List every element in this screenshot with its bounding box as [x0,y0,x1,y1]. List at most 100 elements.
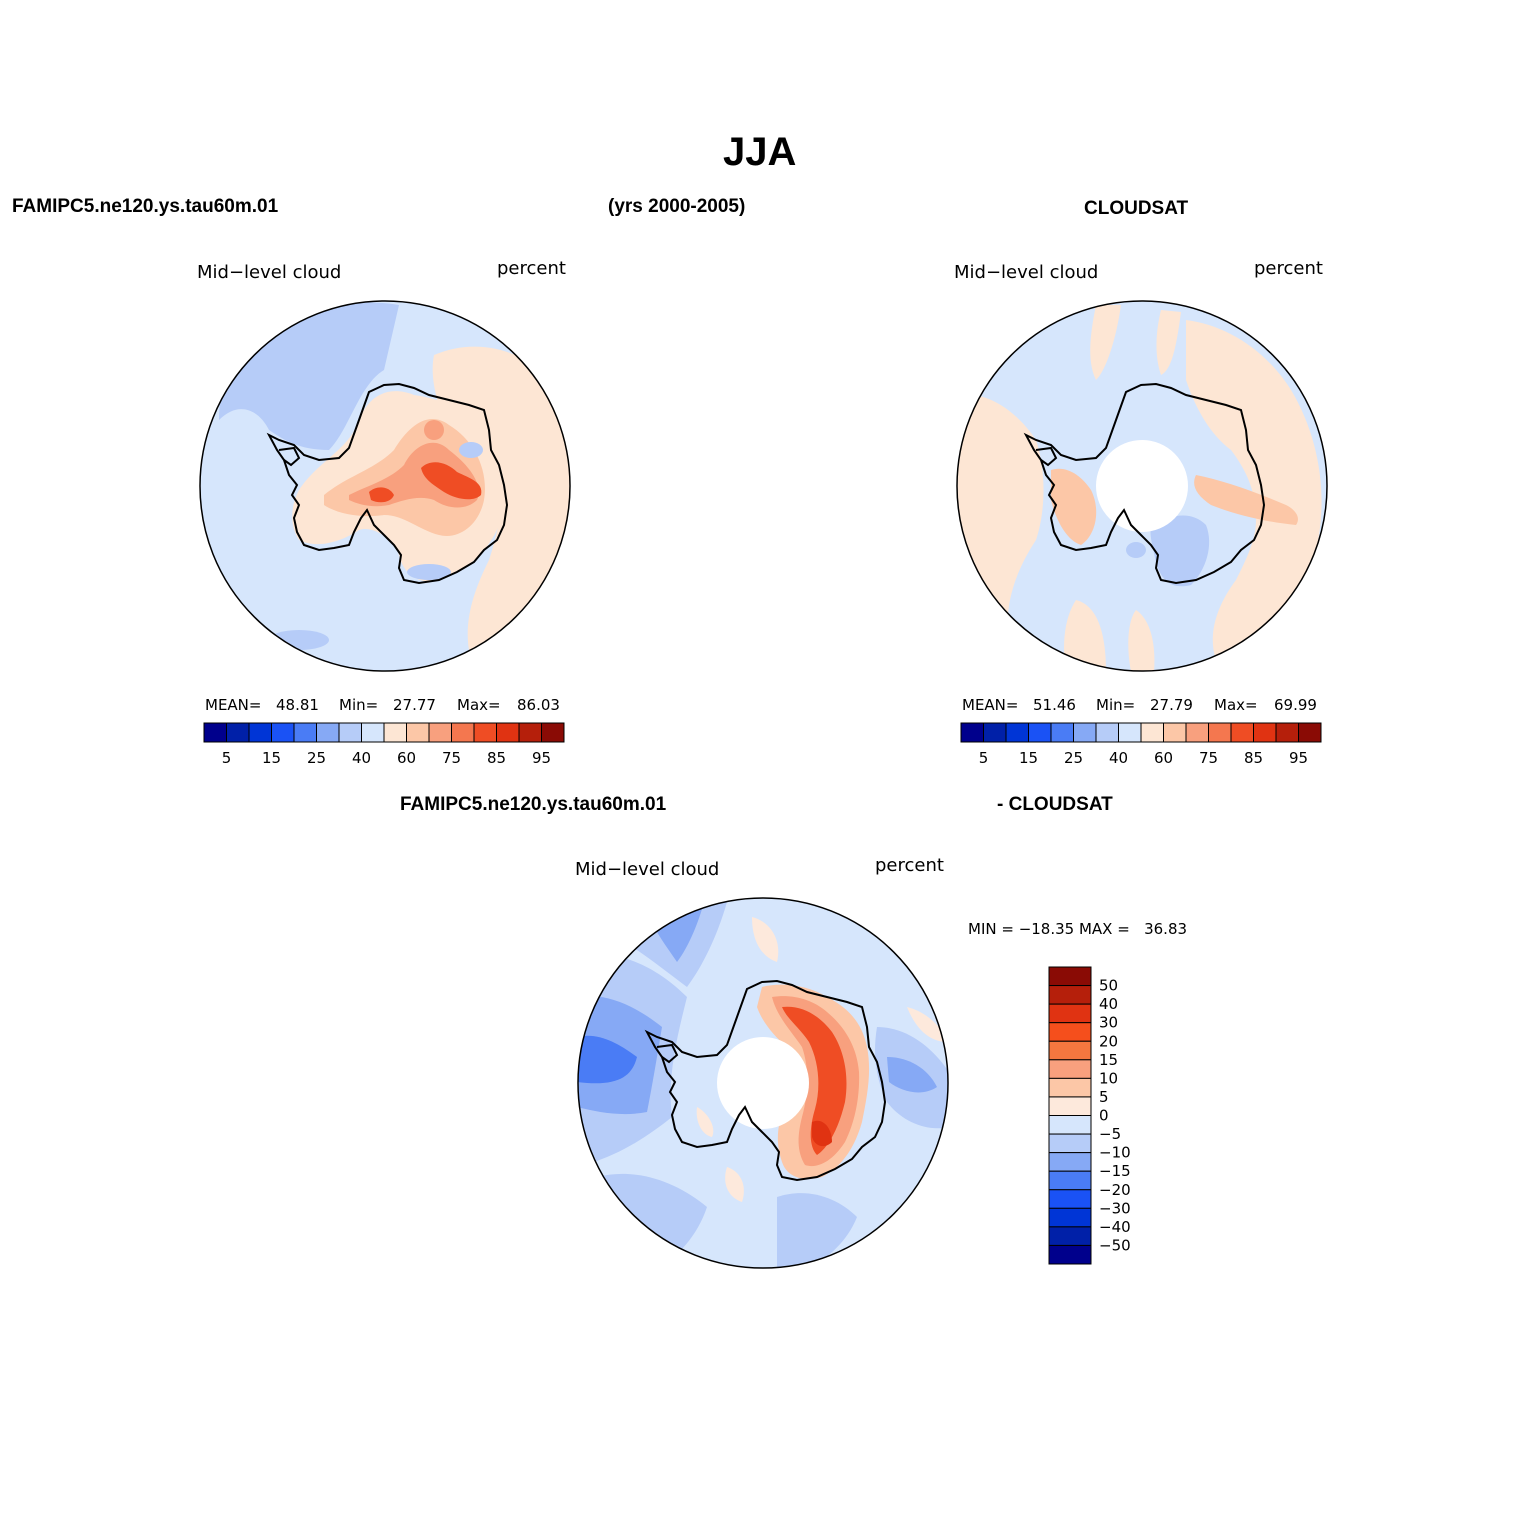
panel2-variable-label: Mid−level cloud [954,262,1099,283]
cb3-box-5 [1048,1059,1092,1079]
map2-peninsula-detail [1035,446,1058,467]
cb1-tick-4: 60 [397,749,416,767]
panel1-mean-value: 48.81 [276,696,319,714]
panel1-max-value: 86.03 [517,696,560,714]
map2-blue-patch [1150,515,1210,587]
cb1-tick-1: 15 [262,749,281,767]
cb3-tick-10: −15 [1099,1162,1131,1180]
map1-blue-patch3 [269,630,329,650]
map3-pole-hole [717,1037,809,1129]
cb1-box-5 [316,722,340,743]
cb3-tick-9: −10 [1099,1144,1131,1162]
cb2-box-15 [1298,722,1322,743]
cb2-tick-3: 40 [1109,749,1128,767]
diff-case-header: FAMIPC5.ne120.ys.tau60m.01 [400,794,667,815]
map1-continent-spot [424,420,444,440]
cb3-box-10 [1048,1152,1092,1172]
map2-pole-hole [1096,440,1188,532]
map2-peach-north2 [1156,310,1181,375]
panel1-max-label: Max= [457,696,501,714]
cb1-box-8 [383,722,407,743]
map3-red-inner [782,1006,847,1155]
cb2-box-2 [1005,722,1029,743]
cb2-box-14 [1275,722,1299,743]
cb2-tick-0: 5 [979,749,989,767]
cb2-tick-5: 75 [1199,749,1218,767]
panel2-min-value: 27.79 [1150,696,1193,714]
colorbar-model: 5 15 25 40 60 75 85 95 [203,722,565,767]
cb3-tick-6: 5 [1099,1088,1109,1106]
cb3-tick-4: 15 [1099,1051,1118,1069]
cb2-tick-2: 25 [1064,749,1083,767]
cb3-tick-7: 0 [1099,1107,1109,1125]
map2-salmon-east [1194,475,1298,525]
cb3-tick-3: 20 [1099,1032,1118,1050]
map3-blue-south2 [777,1193,857,1268]
cb2-box-9 [1163,722,1187,743]
cb1-box-0 [203,722,227,743]
diff-obs-header: - CLOUDSAT [997,794,1113,815]
panel1-units-label: percent [497,258,566,279]
cb2-box-3 [1028,722,1052,743]
cb3-box-12 [1048,1189,1092,1209]
cb3-box-0 [1048,966,1092,987]
map2-blue-patch2 [1126,542,1146,558]
cb1-box-11 [451,722,475,743]
cb2-box-5 [1073,722,1097,743]
cb3-box-2 [1048,1003,1092,1024]
map3-peninsula-detail [656,1043,679,1064]
cb2-tick-6: 85 [1244,749,1263,767]
cb3-box-7 [1048,1096,1092,1116]
map2-outline [956,300,1328,672]
panel3-variable-label: Mid−level cloud [575,859,720,880]
map3-blue-east2 [887,1057,937,1093]
map3-blue-west3 [578,1035,637,1084]
map2-peach-south2 [1128,610,1155,671]
cb2-box-4 [1050,722,1074,743]
cb3-box-11 [1048,1170,1092,1191]
map-diff [577,897,949,1269]
cb1-box-3 [271,722,295,743]
cb2-tick-7: 95 [1289,749,1308,767]
panel3-units-label: percent [875,855,944,876]
map2-peach-east [1186,320,1322,660]
panel2-mean-value: 51.46 [1033,696,1076,714]
case-name-header: FAMIPC5.ne120.ys.tau60m.01 [12,196,279,217]
map3-peach-north [752,917,779,962]
cb3-box-8 [1048,1115,1092,1135]
cb1-tick-2: 25 [307,749,326,767]
cb2-box-6 [1095,722,1119,743]
panel2-max-value: 69.99 [1274,696,1317,714]
cb1-box-6 [338,722,362,743]
cb1-box-7 [361,722,385,743]
cb3-tick-13: −40 [1099,1218,1131,1236]
cb1-box-4 [293,722,317,743]
cb1-box-13 [496,722,520,743]
cb1-tick-5: 75 [442,749,461,767]
cb2-box-0 [960,722,984,743]
panel2-units-label: percent [1254,258,1323,279]
map3-outline [577,897,949,1269]
cb1-box-14 [518,722,542,743]
map3-peach-east [907,1007,947,1042]
cb3-box-4 [1048,1040,1092,1061]
cb2-box-7 [1118,722,1142,743]
cb2-box-10 [1185,722,1209,743]
panel1-min-value: 27.77 [393,696,436,714]
cb3-box-9 [1048,1133,1092,1154]
map3-peach-south [725,1167,744,1202]
cb1-tick-3: 40 [352,749,371,767]
years-header: (yrs 2000-2005) [608,196,746,217]
cb3-tick-0: 50 [1099,977,1118,995]
cb3-tick-2: 30 [1099,1014,1118,1032]
map1-coastline [266,382,509,585]
cb1-box-15 [541,722,565,743]
cb3-box-13 [1048,1207,1092,1228]
map1-peninsula-detail [278,446,301,467]
cb1-box-2 [248,722,272,743]
cb2-box-11 [1208,722,1232,743]
panel1-min-label: Min= [339,696,379,714]
panel1-variable-label: Mid−level cloud [197,262,342,283]
cb3-tick-12: −30 [1099,1199,1131,1217]
